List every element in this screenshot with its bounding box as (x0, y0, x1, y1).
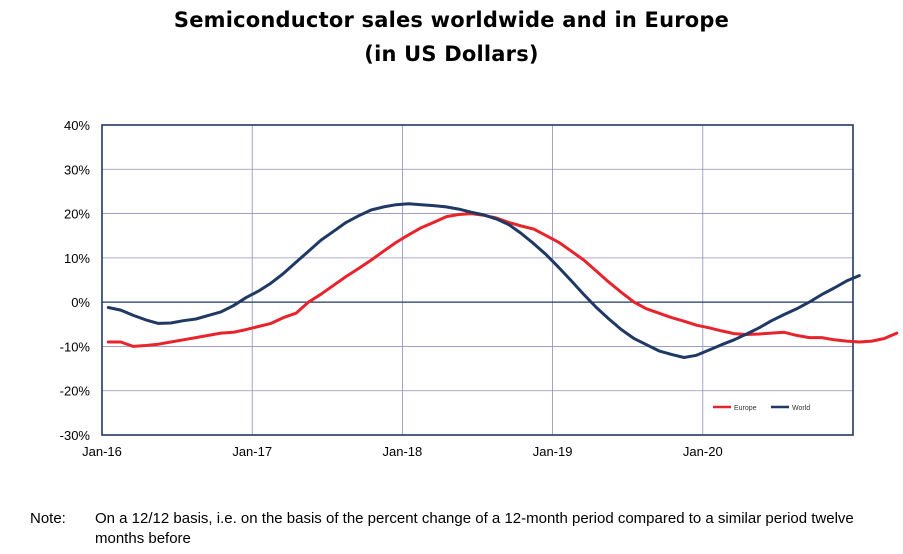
footnote-label: Note: (30, 510, 66, 527)
footnote-text: On a 12/12 basis, i.e. on the basis of t… (95, 510, 854, 547)
y-tick-label: 20% (64, 207, 90, 222)
series-line-world (106, 202, 861, 359)
legend-label-europe: Europe (734, 405, 757, 412)
plot-frame (101, 124, 854, 436)
y-tick-label: 30% (64, 162, 90, 177)
y-tick-label: -30% (60, 428, 91, 443)
x-tick-label: Jan-20 (683, 444, 723, 459)
x-tick-label: Jan-19 (533, 444, 573, 459)
y-tick-label: -20% (60, 384, 91, 399)
y-tick-label: 40% (64, 118, 90, 133)
x-tick-label: Jan-16 (82, 444, 122, 459)
y-tick-label: -10% (60, 339, 91, 354)
x-tick-label: Jan-18 (383, 444, 423, 459)
y-tick-label: 10% (64, 251, 90, 266)
y-tick-label: 0% (71, 295, 90, 310)
x-tick-label: Jan-17 (232, 444, 272, 459)
series-line-europe (106, 212, 899, 348)
legend-label-world: World (792, 405, 810, 412)
chart-title-line-2: (in US Dollars) (364, 42, 539, 66)
chart-title-line-1: Semiconductor sales worldwide and in Eur… (173, 8, 730, 32)
